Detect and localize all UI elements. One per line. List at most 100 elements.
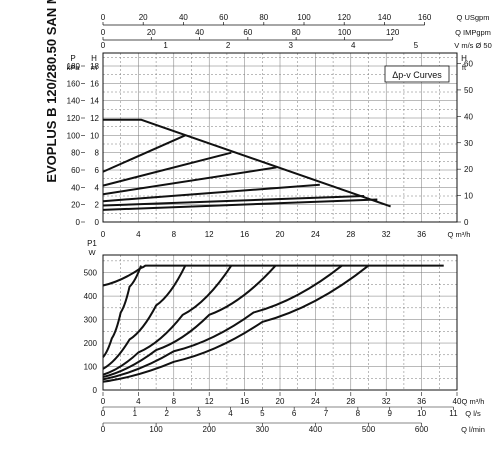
- ls-tick-label: 8: [356, 409, 361, 418]
- m3h-unit-label: Q m³/h: [462, 397, 485, 406]
- m3h-tick-label: 36: [417, 397, 426, 406]
- p1-tick-label: 500: [84, 269, 98, 278]
- ls-tick-label: 10: [417, 409, 426, 418]
- legend-box-label: Δp-v Curves: [392, 70, 442, 80]
- power-curve-4: [102, 264, 277, 379]
- velocity-tick-label: 5: [414, 41, 419, 50]
- m3h-tick-label: 28: [346, 397, 355, 406]
- usgpm-tick-label: 60: [219, 13, 228, 22]
- m3h-tick-label: 12: [205, 397, 214, 406]
- m3h-tick-label: 0: [101, 397, 106, 406]
- ft-tick-label: 20: [464, 165, 473, 174]
- velocity-tick-label: 3: [288, 41, 293, 50]
- top-x-tick-label: 12: [205, 230, 214, 239]
- power-curve-1: [102, 265, 142, 358]
- m3h-tick-label: 24: [311, 397, 320, 406]
- ls-tick-label: 9: [388, 409, 393, 418]
- kpa-tick-label: 40: [71, 183, 80, 192]
- lmin-tick-label: 100: [149, 425, 163, 434]
- lmin-tick-label: 300: [256, 425, 270, 434]
- axis-label-w: W: [88, 248, 96, 257]
- legend-box: [384, 65, 450, 83]
- lmin-tick-label: 600: [415, 425, 429, 434]
- usgpm-tick-label: 120: [338, 13, 352, 22]
- m-tick-label: 6: [95, 166, 100, 175]
- m3h-tick-label: 20: [276, 397, 285, 406]
- p1-tick-label: 300: [84, 316, 98, 325]
- usgpm-unit-label: Q USgpm: [457, 13, 490, 22]
- power-curve-6: [102, 264, 370, 383]
- impgpm-tick-label: 120: [386, 28, 400, 37]
- lmin-tick-label: 200: [203, 425, 217, 434]
- top-x-tick-label: 32: [382, 230, 391, 239]
- p1-tick-label: 200: [84, 339, 98, 348]
- kpa-tick-label: 160: [67, 79, 81, 88]
- usgpm-tick-label: 80: [259, 13, 268, 22]
- dpv-curve-0: [103, 118, 391, 208]
- p1-tick-label: 0: [93, 386, 98, 395]
- usgpm-tick-label: 40: [179, 13, 188, 22]
- velocity-tick-label: 2: [226, 41, 231, 50]
- velocity-tick-label: 4: [351, 41, 356, 50]
- impgpm-tick-label: 0: [101, 28, 106, 37]
- p1-tick-label: 100: [84, 363, 98, 372]
- top-x-unit-label: Q m³/h: [448, 230, 471, 239]
- lmin-unit-label: Q l/min: [461, 425, 485, 434]
- ls-unit-label: Q l/s: [465, 409, 481, 418]
- top-x-tick-label: 24: [311, 230, 320, 239]
- usgpm-tick-label: 0: [101, 13, 106, 22]
- usgpm-tick-label: 160: [418, 13, 432, 22]
- ls-tick-label: 5: [260, 409, 265, 418]
- velocity-unit-label: V m/s Ø 50: [454, 41, 492, 50]
- top-x-tick-label: 4: [136, 230, 141, 239]
- ls-tick-label: 6: [292, 409, 297, 418]
- kpa-tick-label: 140: [67, 97, 81, 106]
- ls-tick-label: 7: [324, 409, 329, 418]
- impgpm-tick-label: 40: [195, 28, 204, 37]
- top-plot-frame: [102, 52, 458, 223]
- top-x-tick-label: 20: [276, 230, 285, 239]
- ft-tick-label: 10: [464, 192, 473, 201]
- impgpm-unit-label: Q IMPgpm: [455, 28, 491, 37]
- m-tick-label: 14: [90, 97, 99, 106]
- impgpm-tick-label: 80: [292, 28, 301, 37]
- lmin-tick-label: 0: [101, 425, 106, 434]
- top-x-tick-label: 36: [417, 230, 426, 239]
- top-x-tick-label: 16: [240, 230, 249, 239]
- m3h-tick-label: 16: [240, 397, 249, 406]
- kpa-tick-label: 120: [67, 114, 81, 123]
- m-tick-label: 8: [95, 149, 100, 158]
- power-curve-0: [102, 264, 444, 287]
- kpa-tick-label: 100: [67, 131, 81, 140]
- usgpm-tick-label: 100: [297, 13, 311, 22]
- m-tick-label: 12: [90, 114, 99, 123]
- axis-label-h-right: H: [461, 54, 467, 63]
- ls-tick-label: 0: [101, 409, 106, 418]
- usgpm-tick-label: 140: [378, 13, 392, 22]
- top-x-tick-label: 8: [172, 230, 177, 239]
- top-x-tick-label: 28: [346, 230, 355, 239]
- m-tick-label: 0: [95, 218, 100, 227]
- m3h-tick-label: 8: [172, 397, 177, 406]
- dpv-curve-1: [102, 134, 186, 173]
- kpa-tick-label: 180: [67, 62, 81, 71]
- impgpm-tick-label: 20: [147, 28, 156, 37]
- m-tick-label: 2: [95, 201, 100, 210]
- ls-tick-label: 4: [228, 409, 233, 418]
- m3h-tick-label: 4: [136, 397, 141, 406]
- top-x-tick-label: 0: [101, 230, 106, 239]
- kpa-tick-label: 60: [71, 166, 80, 175]
- impgpm-tick-label: 60: [243, 28, 252, 37]
- kpa-tick-label: 80: [71, 149, 80, 158]
- power-curve-2: [102, 265, 187, 370]
- side-title: EVOPLUS B 120/280.50 SAN M: [44, 0, 59, 183]
- power-curve-5: [102, 264, 343, 381]
- power-curve-3: [102, 265, 233, 376]
- dpv-curve-5: [102, 195, 365, 207]
- ls-tick-label: 1: [133, 409, 138, 418]
- m-tick-label: 16: [90, 79, 99, 88]
- dpv-curve-6: [102, 198, 378, 211]
- axis-label-p1: P1: [87, 239, 97, 248]
- m3h-tick-label: 32: [382, 397, 391, 406]
- axis-label-m: m: [91, 63, 97, 72]
